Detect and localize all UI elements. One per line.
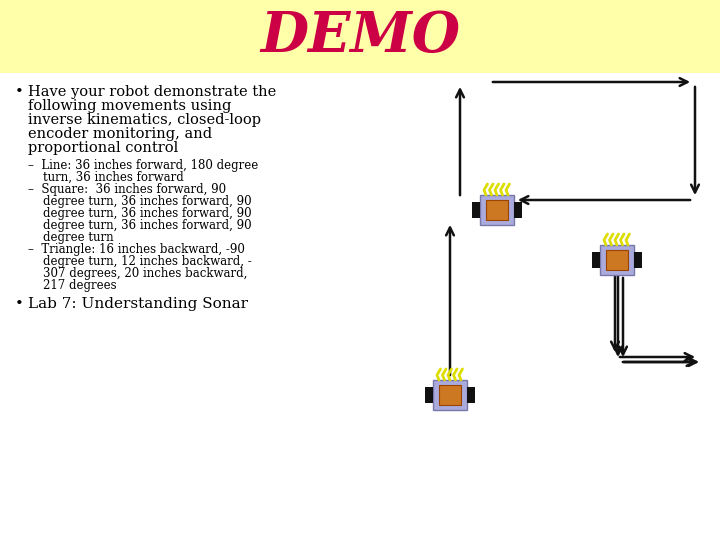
Text: Have your robot demonstrate the: Have your robot demonstrate the [28,85,276,99]
Bar [486,200,508,220]
Text: degree turn: degree turn [28,231,114,244]
Bar [472,202,480,218]
Text: •: • [15,297,24,311]
Text: following movements using: following movements using [28,99,231,113]
Text: turn, 36 inches forward: turn, 36 inches forward [28,171,184,184]
Text: –  Line: 36 inches forward, 180 degree: – Line: 36 inches forward, 180 degree [28,159,258,172]
Text: encoder monitoring, and: encoder monitoring, and [28,127,212,141]
Text: –  Square:  36 inches forward, 90: – Square: 36 inches forward, 90 [28,183,226,196]
Text: degree turn, 36 inches forward, 90: degree turn, 36 inches forward, 90 [28,195,251,208]
Bar [467,387,475,403]
Bar [480,195,514,225]
Text: –  Triangle: 16 inches backward, -90: – Triangle: 16 inches backward, -90 [28,243,245,256]
Text: Lab 7: Understanding Sonar: Lab 7: Understanding Sonar [28,297,248,311]
Bar [439,385,461,405]
Text: degree turn, 36 inches forward, 90: degree turn, 36 inches forward, 90 [28,207,251,220]
Bar [606,250,628,270]
Text: 307 degrees, 20 inches backward,: 307 degrees, 20 inches backward, [28,267,248,280]
Text: proportional control: proportional control [28,141,179,155]
Bar [425,387,433,403]
Text: DEMO: DEMO [260,9,460,64]
Text: inverse kinematics, closed-loop: inverse kinematics, closed-loop [28,113,261,127]
Text: degree turn, 36 inches forward, 90: degree turn, 36 inches forward, 90 [28,219,251,232]
Bar [433,380,467,410]
Bar [634,252,642,268]
Bar [0,0,720,73]
Bar [0,73,720,540]
Text: 217 degrees: 217 degrees [28,279,117,292]
Bar [600,245,634,275]
Text: degree turn, 12 inches backward, -: degree turn, 12 inches backward, - [28,255,252,268]
Text: •: • [15,85,24,99]
Bar [592,252,600,268]
Bar [514,202,522,218]
